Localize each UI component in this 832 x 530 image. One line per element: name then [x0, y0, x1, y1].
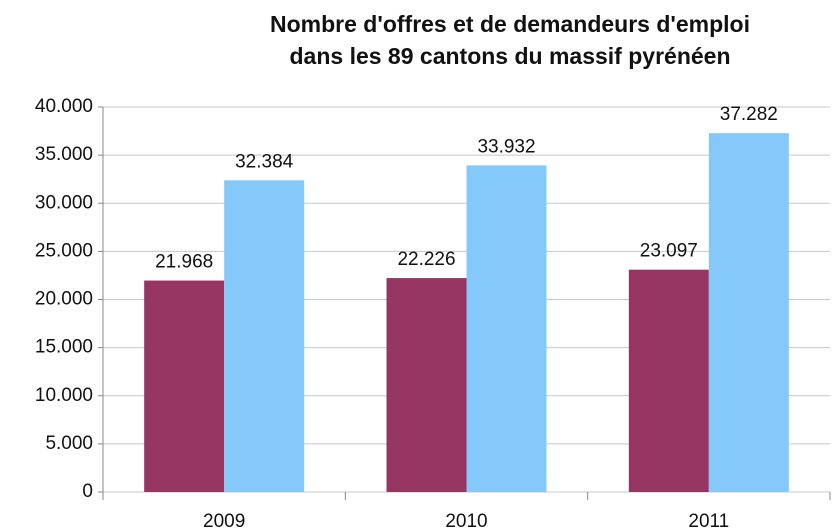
value-label: 37.282	[720, 104, 778, 125]
value-label: 32.384	[235, 151, 294, 172]
value-label: 21.968	[155, 252, 213, 273]
bar	[628, 269, 709, 492]
bar	[466, 165, 547, 493]
y-tick-label: 0	[82, 481, 93, 502]
chart-title: Nombre d'offres et de demandeurs d'emplo…	[270, 11, 750, 37]
y-tick-label: 35.000	[35, 144, 93, 165]
y-tick-label: 10.000	[35, 385, 93, 406]
y-tick-label: 40.000	[35, 96, 93, 117]
y-tick-label: 15.000	[35, 337, 93, 358]
x-tick-label: 2010	[445, 511, 487, 530]
x-tick-label: 2011	[688, 511, 729, 530]
y-tick-label: 30.000	[35, 192, 93, 213]
y-tick-label: 25.000	[35, 240, 93, 261]
bar	[708, 133, 789, 492]
bar	[224, 180, 305, 492]
value-label: 33.932	[477, 136, 535, 157]
y-tick-label: 20.000	[35, 289, 93, 310]
bar	[386, 278, 467, 492]
bar	[144, 280, 225, 492]
value-label: 22.226	[397, 249, 455, 270]
chart-title: dans les 89 cantons du massif pyrénéen	[290, 43, 731, 69]
value-label: 23.097	[640, 241, 698, 262]
y-tick-label: 5.000	[45, 433, 93, 454]
x-tick-label: 2009	[203, 511, 245, 530]
